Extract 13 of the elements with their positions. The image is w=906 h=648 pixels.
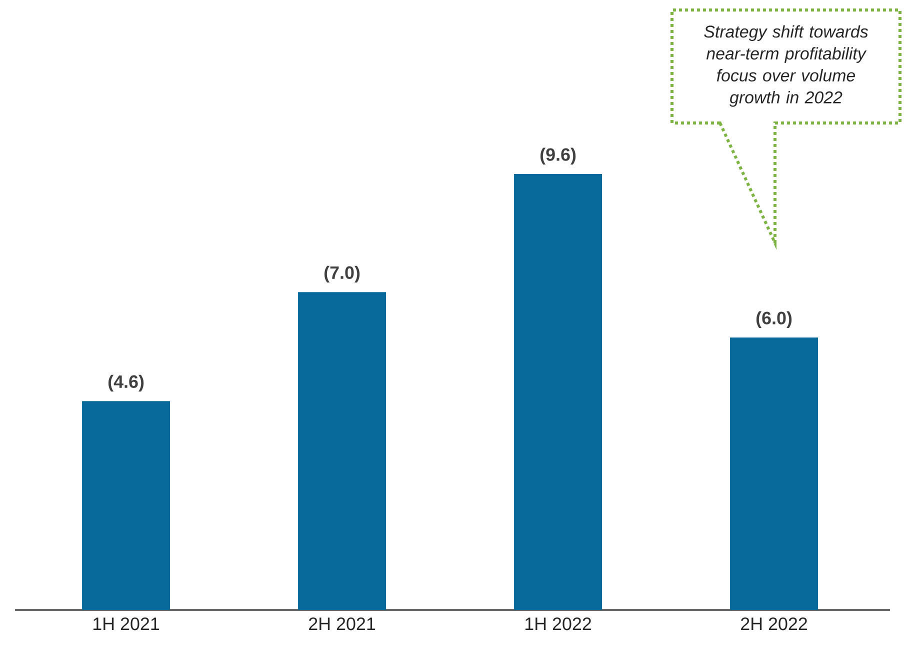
bar [730,337,818,610]
x-tick-label: 1H 2021 [93,617,160,630]
bar [514,174,602,610]
x-tick-label: 1H 2022 [525,617,591,630]
bar [82,401,170,610]
text: Strategy shift towards near-term profitability focus over volume growth in 2022 [704,25,868,107]
bar [298,292,386,610]
data-label: (6.0) [756,311,792,328]
x-tick-label: 2H 2022 [741,617,807,630]
data-label: (9.6) [540,148,576,164]
x-tick-label: 2H 2021 [309,617,376,630]
data-label: (7.0) [324,266,360,283]
data-label: (4.6) [108,374,144,392]
